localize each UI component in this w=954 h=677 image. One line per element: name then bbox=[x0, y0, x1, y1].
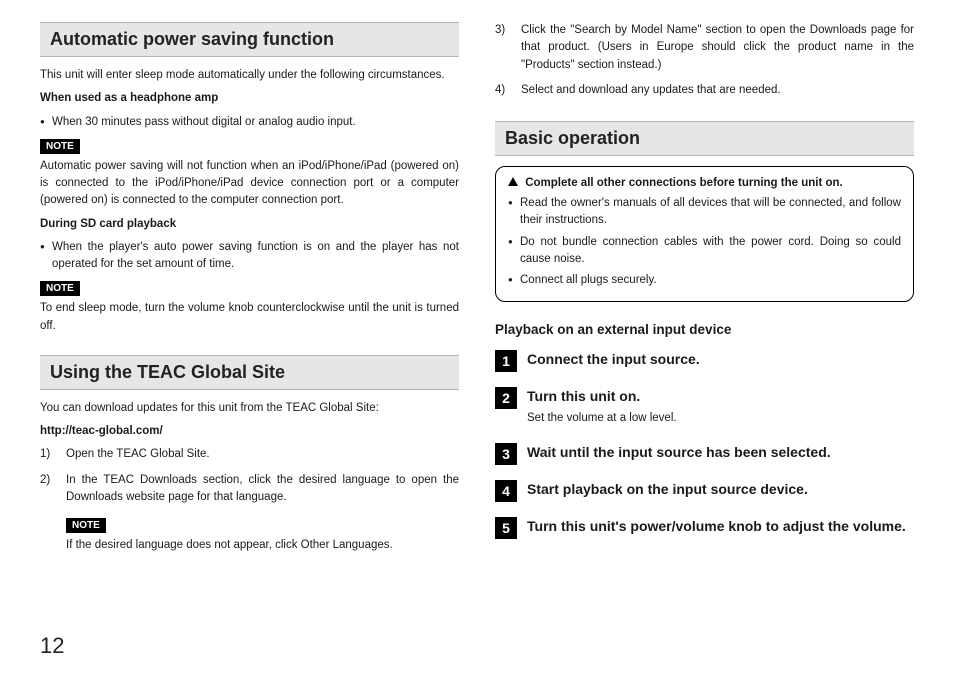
url-text: http://teac-global.com/ bbox=[40, 423, 459, 440]
bullet-item: Connect all plugs securely. bbox=[508, 272, 901, 289]
ordered-num: 4) bbox=[495, 82, 521, 99]
step-item: 3 Wait until the input source has been s… bbox=[495, 442, 914, 465]
intro-text: You can download updates for this unit f… bbox=[40, 400, 459, 417]
step-item: 4 Start playback on the input source dev… bbox=[495, 479, 914, 502]
ordered-item: 4) Select and download any updates that … bbox=[495, 82, 914, 99]
warning-callout: Complete all other connections before tu… bbox=[495, 166, 914, 302]
bullet-item: Do not bundle connection cables with the… bbox=[508, 234, 901, 269]
manual-page: Automatic power saving function This uni… bbox=[0, 0, 954, 677]
left-column: Automatic power saving function This uni… bbox=[40, 22, 459, 657]
ordered-item: 3) Click the "Search by Model Name" sect… bbox=[495, 22, 914, 74]
subhead-playback: Playback on an external input device bbox=[495, 322, 914, 337]
step-number-box: 3 bbox=[495, 443, 517, 465]
ordered-item: 1) Open the TEAC Global Site. bbox=[40, 446, 459, 463]
subhead-sd-playback: During SD card playback bbox=[40, 216, 459, 233]
subhead-headphone-amp: When used as a headphone amp bbox=[40, 90, 459, 107]
step-item: 1 Connect the input source. bbox=[495, 349, 914, 372]
step-text: Turn this unit on. Set the volume at a l… bbox=[527, 386, 914, 428]
bullet-item: Read the owner's manuals of all devices … bbox=[508, 195, 901, 230]
bullet-item: When 30 minutes pass without digital or … bbox=[40, 114, 459, 131]
section-header-teac-global: Using the TEAC Global Site bbox=[40, 355, 459, 390]
ordered-item: 2) In the TEAC Downloads section, click … bbox=[40, 472, 459, 507]
step-sub-text: Set the volume at a low level. bbox=[527, 410, 914, 428]
step-text: Start playback on the input source devic… bbox=[527, 479, 914, 501]
callout-header-text: Complete all other connections before tu… bbox=[525, 177, 843, 189]
ordered-num: 3) bbox=[495, 22, 521, 74]
note-text: To end sleep mode, turn the volume knob … bbox=[40, 300, 459, 335]
ordered-text: Open the TEAC Global Site. bbox=[66, 446, 459, 463]
section-header-auto-power: Automatic power saving function bbox=[40, 22, 459, 57]
note-text: Automatic power saving will not function… bbox=[40, 158, 459, 210]
note-tag: NOTE bbox=[66, 518, 106, 533]
step-number-box: 5 bbox=[495, 517, 517, 539]
bullet-item: When the player's auto power saving func… bbox=[40, 239, 459, 274]
warning-icon bbox=[508, 177, 518, 186]
step-main-text: Turn this unit on. bbox=[527, 388, 640, 404]
ordered-text: Click the "Search by Model Name" section… bbox=[521, 22, 914, 74]
step-number-box: 4 bbox=[495, 480, 517, 502]
ordered-num: 2) bbox=[40, 472, 66, 507]
note-tag: NOTE bbox=[40, 139, 80, 154]
note-text: If the desired language does not appear,… bbox=[66, 537, 459, 554]
ordered-text: Select and download any updates that are… bbox=[521, 82, 914, 99]
section-header-basic-operation: Basic operation bbox=[495, 121, 914, 156]
step-item: 5 Turn this unit's power/volume knob to … bbox=[495, 516, 914, 539]
step-text: Connect the input source. bbox=[527, 349, 914, 371]
step-number-box: 2 bbox=[495, 387, 517, 409]
intro-text: This unit will enter sleep mode automati… bbox=[40, 67, 459, 84]
callout-header: Complete all other connections before tu… bbox=[508, 177, 901, 189]
page-number: 12 bbox=[40, 633, 64, 659]
ordered-num: 1) bbox=[40, 446, 66, 463]
note-tag: NOTE bbox=[40, 281, 80, 296]
step-item: 2 Turn this unit on. Set the volume at a… bbox=[495, 386, 914, 428]
ordered-text: In the TEAC Downloads section, click the… bbox=[66, 472, 459, 507]
step-number-box: 1 bbox=[495, 350, 517, 372]
right-column: 3) Click the "Search by Model Name" sect… bbox=[495, 22, 914, 657]
step-text: Wait until the input source has been sel… bbox=[527, 442, 914, 464]
step-text: Turn this unit's power/volume knob to ad… bbox=[527, 516, 914, 538]
